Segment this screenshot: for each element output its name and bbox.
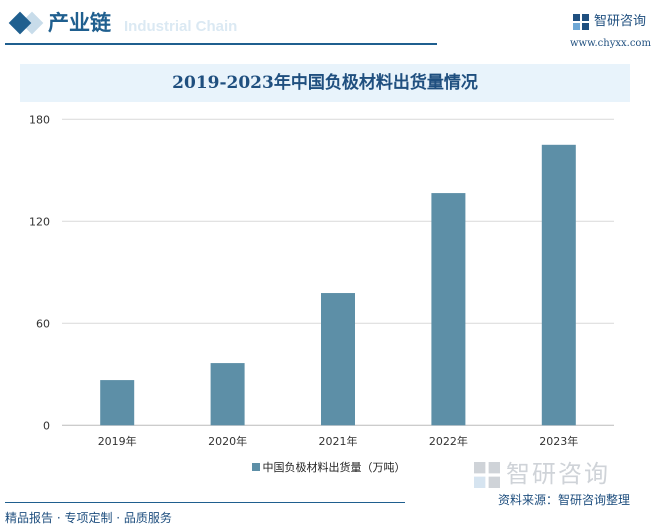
x-tick-label: 2019年 bbox=[98, 434, 137, 448]
bar bbox=[431, 193, 466, 426]
legend: 中国负极材料出货量（万吨） bbox=[0, 461, 657, 475]
watermark-logo-icon bbox=[474, 462, 500, 488]
y-tick-label: 120 bbox=[29, 215, 50, 228]
legend-label: 中国负极材料出货量（万吨） bbox=[262, 461, 406, 474]
source-note: 资料来源：智研咨询整理 bbox=[498, 493, 631, 507]
y-tick-label: 180 bbox=[29, 113, 50, 126]
x-tick-label: 2022年 bbox=[429, 434, 468, 448]
brand-name: 智研咨询 bbox=[594, 14, 647, 29]
bar bbox=[321, 293, 355, 426]
bar bbox=[541, 144, 576, 426]
footer-slogan: 精品报告 · 专项定制 · 品质服务 bbox=[5, 511, 172, 525]
x-tick-label: 2023年 bbox=[539, 434, 578, 448]
chart-title: 2019-2023年中国负极材料出货量情况 bbox=[20, 64, 630, 102]
header-divider bbox=[5, 43, 437, 45]
bar-chart: 0 60 120 180 2019年 2020年 2021年 2022年 2023年 bbox=[29, 113, 614, 448]
legend-swatch bbox=[251, 463, 260, 471]
section-title: 产业链 bbox=[48, 11, 111, 35]
y-tick-label: 60 bbox=[36, 317, 50, 330]
brand-url: www.chyxx.com bbox=[570, 38, 651, 49]
bar bbox=[100, 380, 135, 426]
x-tick-label: 2020年 bbox=[208, 434, 247, 448]
watermark: 智研咨询 bbox=[506, 460, 610, 488]
y-tick-label: 0 bbox=[43, 419, 50, 432]
bar bbox=[210, 363, 245, 426]
brand-logo-icon bbox=[573, 14, 589, 30]
x-tick-label: 2021年 bbox=[319, 434, 358, 448]
section-subtitle: Industrial Chain bbox=[124, 18, 238, 35]
footer-divider bbox=[5, 502, 405, 503]
